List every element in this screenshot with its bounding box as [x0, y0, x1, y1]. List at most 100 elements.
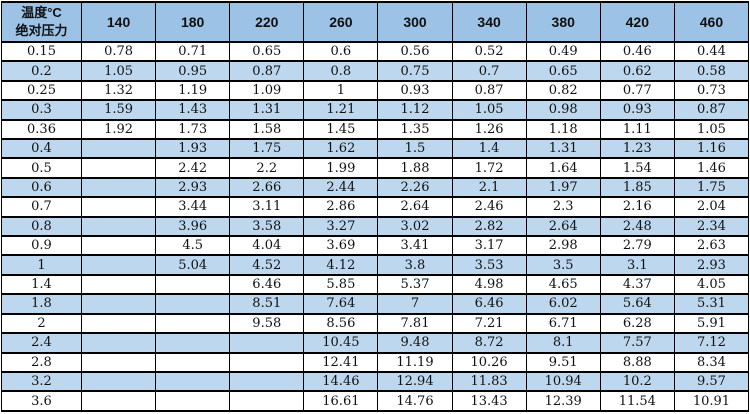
value-cell: 2.64	[525, 215, 601, 238]
value-cell: 1.12	[377, 99, 453, 121]
value-cell: 4.05	[673, 273, 750, 296]
value-cell: 4.37	[599, 273, 675, 296]
value-cell: 1.09	[229, 79, 305, 102]
value-cell: 1.32	[80, 79, 157, 102]
value-cell: 3.27	[303, 215, 379, 238]
value-cell: 0.65	[525, 60, 601, 82]
value-cell: 1	[303, 79, 379, 102]
value-cell: 9.48	[377, 332, 453, 354]
value-cell: 6.02	[525, 293, 601, 315]
value-cell: 1.99	[303, 157, 379, 179]
row-header-cell: 1.8	[1, 293, 82, 315]
value-cell: 1.05	[451, 99, 527, 121]
row-header-cell: 0.25	[1, 79, 82, 102]
col-header-140: 140	[80, 1, 157, 43]
row-header-cell: 3.2	[1, 370, 82, 393]
value-cell: 0.7	[451, 60, 527, 82]
value-cell: 2.3	[525, 196, 601, 218]
col-header-380: 380	[525, 1, 601, 43]
value-cell: 8.51	[229, 293, 305, 315]
header-row: 温度°C 绝对压力 140 180 220 260 300 340 380 420 460	[1, 1, 750, 43]
value-cell: 4.12	[303, 254, 379, 276]
value-cell	[80, 157, 157, 179]
value-cell: 1.75	[229, 138, 305, 160]
value-cell: 11.83	[451, 370, 527, 393]
value-cell: 0.87	[673, 99, 750, 121]
value-cell: 0.49	[525, 40, 601, 63]
value-cell: 8.1	[525, 332, 601, 354]
table-row: 0.4 1.93 1.75 1.62 1.5 1.4 1.31 1.23 1.16	[1, 138, 750, 160]
value-cell: 1.26	[451, 118, 527, 141]
row-header-cell: 0.4	[1, 138, 82, 160]
value-cell: 1.43	[155, 99, 231, 121]
value-cell: 4.04	[229, 235, 305, 257]
col-header-300: 300	[377, 1, 453, 43]
value-cell: 1.75	[673, 176, 750, 199]
value-cell: 12.94	[377, 370, 453, 393]
value-cell: 1.45	[303, 118, 379, 141]
row-header-cell: 0.8	[1, 215, 82, 238]
value-cell: 2.63	[673, 235, 750, 257]
value-cell	[80, 273, 157, 296]
value-cell: 3.8	[377, 254, 453, 276]
row-header-cell: 0.15	[1, 40, 82, 63]
value-cell: 7.64	[303, 293, 379, 315]
row-header-cell: 0.7	[1, 196, 82, 218]
value-cell: 12.41	[303, 351, 379, 373]
col-header-460: 460	[673, 1, 750, 43]
value-cell: 0.98	[525, 99, 601, 121]
value-cell: 1.21	[303, 99, 379, 121]
value-cell: 1.19	[155, 79, 231, 102]
row-header-cell: 0.36	[1, 118, 82, 141]
value-cell	[80, 370, 157, 393]
value-cell: 5.37	[377, 273, 453, 296]
value-cell: 0.93	[599, 99, 675, 121]
value-cell: 1.54	[599, 157, 675, 179]
value-cell	[80, 390, 157, 412]
value-cell: 0.71	[155, 40, 231, 63]
value-cell: 8.72	[451, 332, 527, 354]
value-cell: 2.1	[451, 176, 527, 199]
value-cell	[155, 370, 231, 393]
value-cell: 6.46	[229, 273, 305, 296]
value-cell: 1.4	[451, 138, 527, 160]
value-cell	[80, 351, 157, 373]
table-row: 3.2 14.46 12.94 11.83 10.94 10.2 9.57	[1, 370, 750, 393]
table-row: 0.25 1.32 1.19 1.09 1 0.93 0.87 0.82 0.77 0.73	[1, 79, 750, 102]
value-cell: 7.57	[599, 332, 675, 354]
table-row: 0.8 3.96 3.58 3.27 3.02 2.82 2.64 2.48 2.34	[1, 215, 750, 238]
value-cell	[80, 138, 157, 160]
corner-header-line1: 温度°C	[21, 4, 62, 20]
value-cell: 2.44	[303, 176, 379, 199]
value-cell: 1.05	[673, 118, 750, 141]
col-header-180: 180	[155, 1, 231, 43]
value-cell: 1.46	[673, 157, 750, 179]
corner-header-line2: 绝对压力	[15, 23, 68, 38]
row-header-cell: 3.6	[1, 390, 82, 412]
value-cell: 1.16	[673, 138, 750, 160]
value-cell: 1.35	[377, 118, 453, 141]
table-row: 0.2 1.05 0.95 0.87 0.8 0.75 0.7 0.65 0.62 0.58	[1, 60, 750, 82]
value-cell: 0.8	[303, 60, 379, 82]
col-header-260: 260	[303, 1, 379, 43]
value-cell: 5.04	[155, 254, 231, 276]
value-cell: 1.88	[377, 157, 453, 179]
value-cell: 1.31	[525, 138, 601, 160]
value-cell: 9.51	[525, 351, 601, 373]
value-cell: 4.98	[451, 273, 527, 296]
value-cell: 1.58	[229, 118, 305, 141]
value-cell: 2.79	[599, 235, 675, 257]
col-header-420: 420	[599, 1, 675, 43]
value-cell: 0.93	[377, 79, 453, 102]
value-cell: 5.85	[303, 273, 379, 296]
value-cell: 2.34	[673, 215, 750, 238]
value-cell: 16.61	[303, 390, 379, 412]
value-cell: 1.23	[599, 138, 675, 160]
value-cell: 3.58	[229, 215, 305, 238]
value-cell: 1.18	[525, 118, 601, 141]
value-cell: 2.04	[673, 196, 750, 218]
value-cell	[80, 312, 157, 335]
row-header-cell: 2.4	[1, 332, 82, 354]
